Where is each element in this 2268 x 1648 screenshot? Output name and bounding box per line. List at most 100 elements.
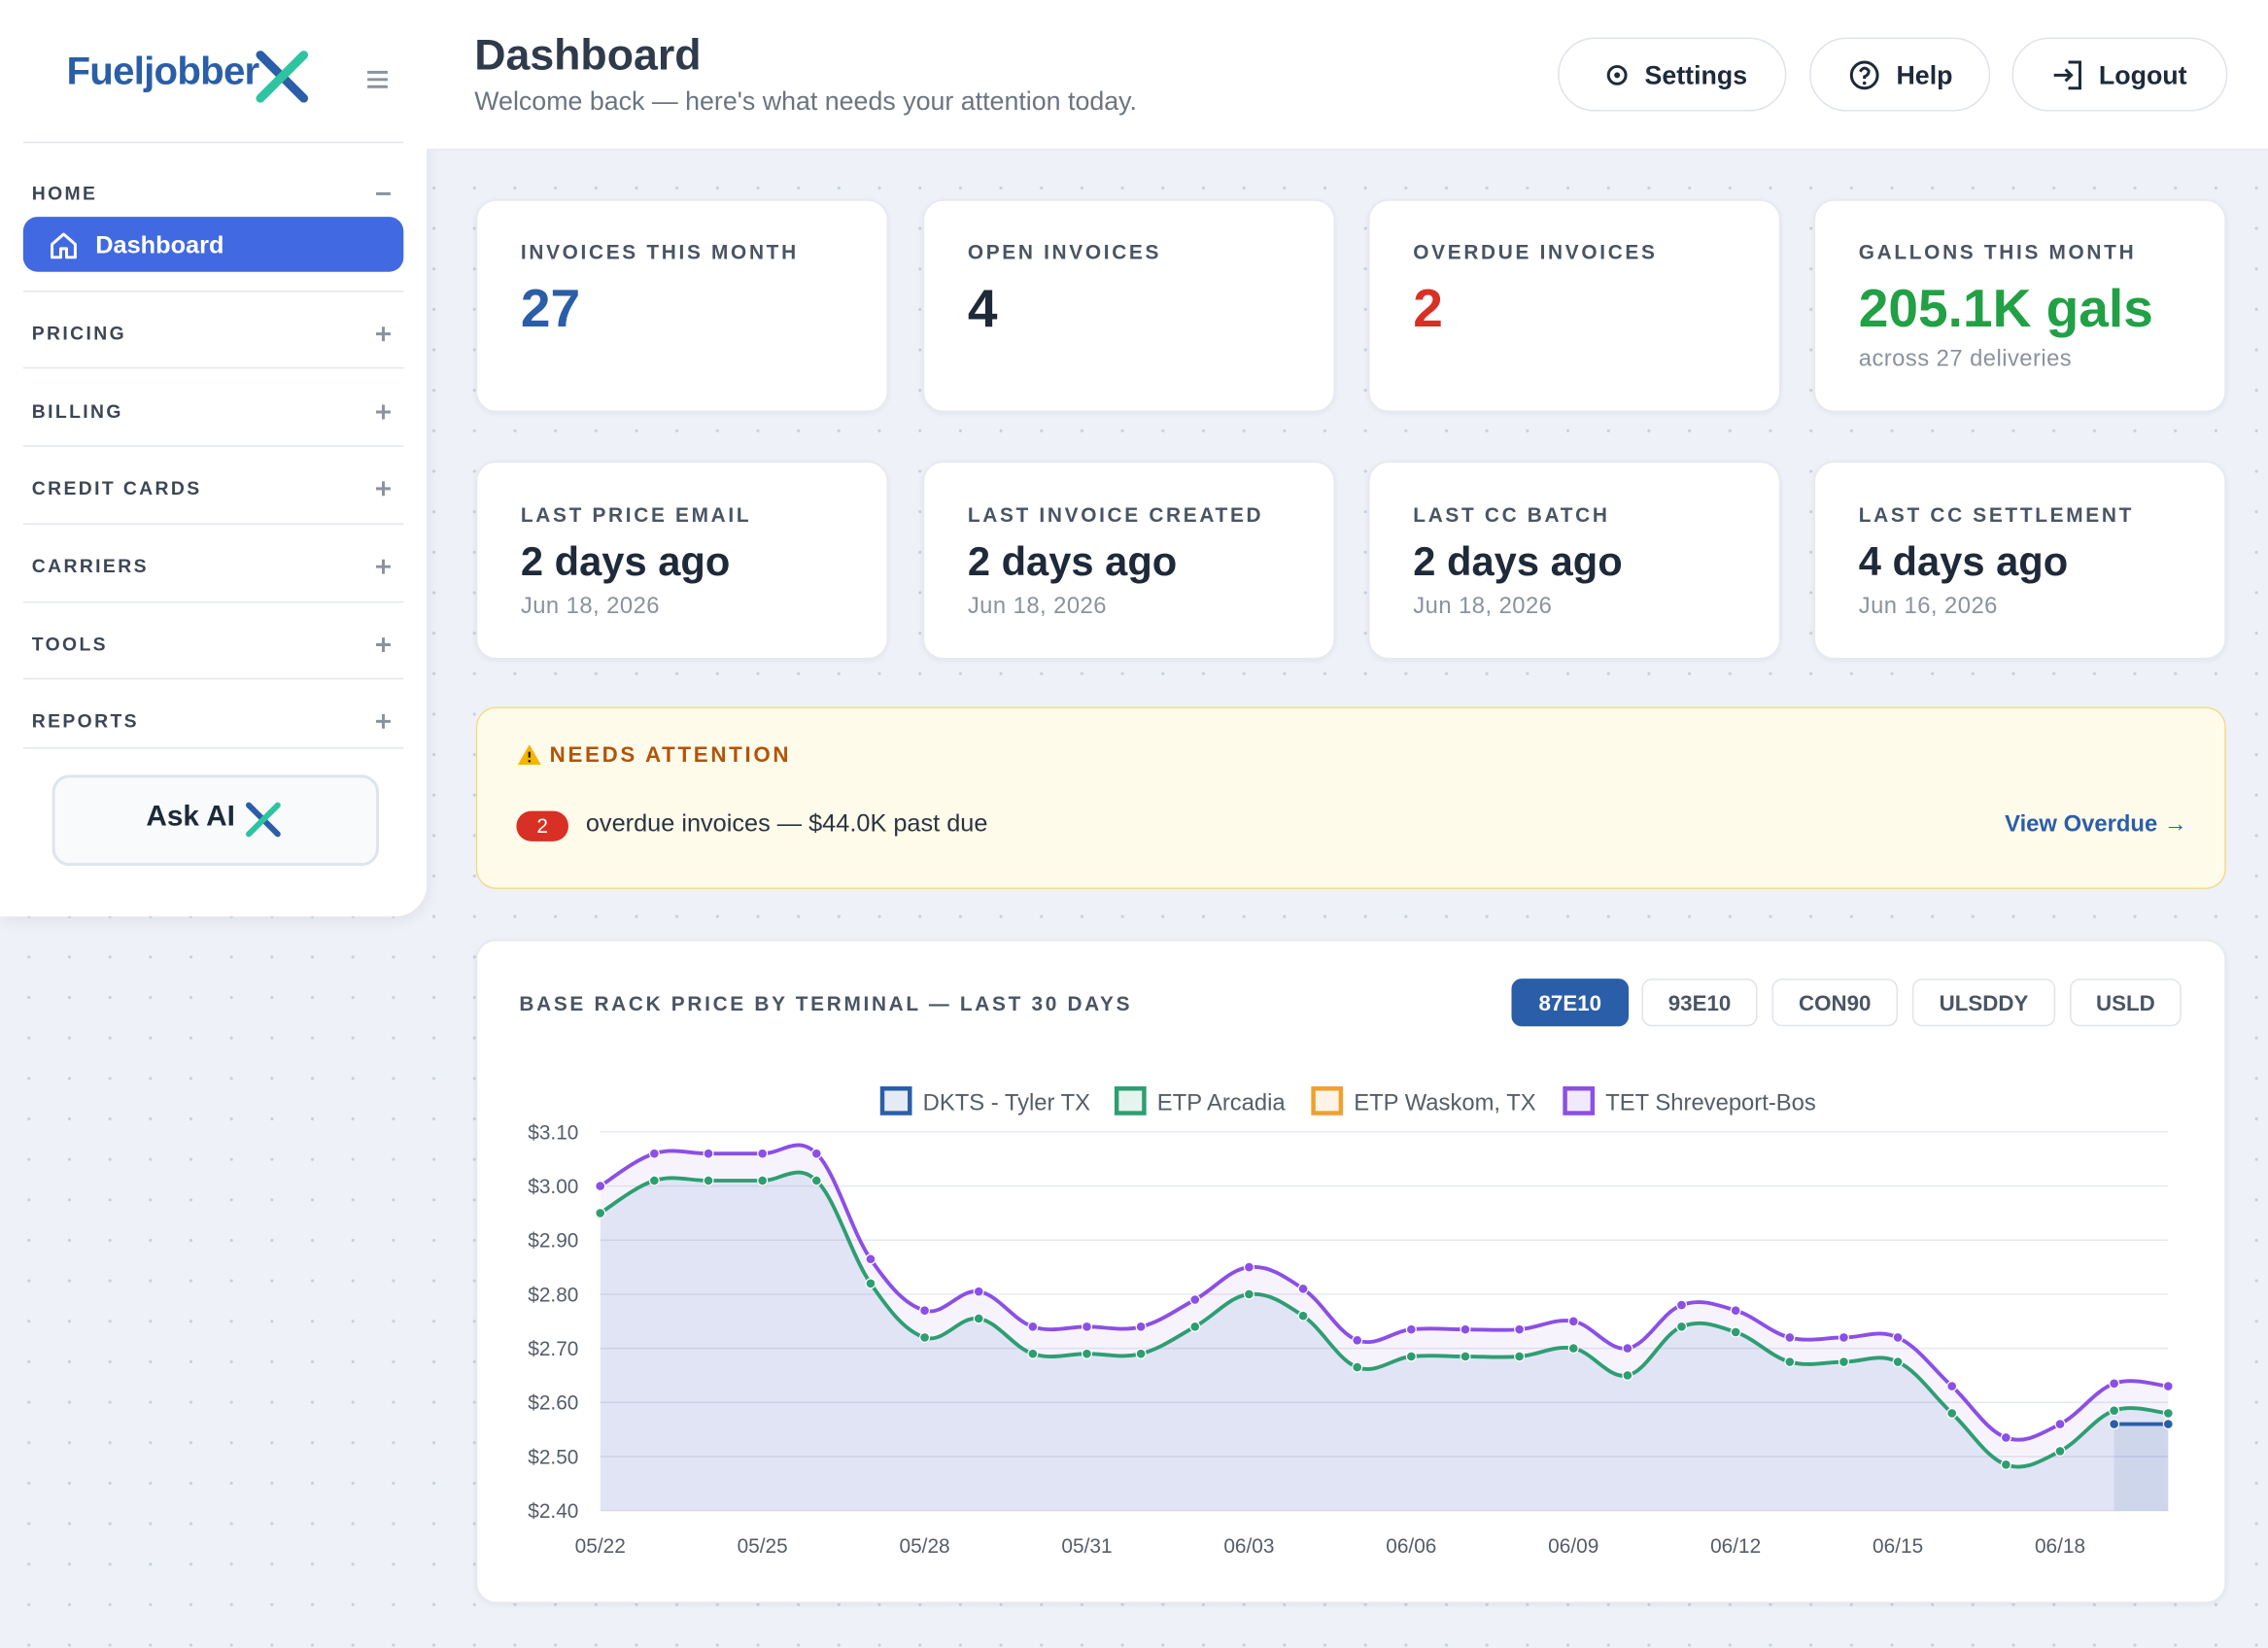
- view-overdue-link[interactable]: View Overdue →: [2005, 812, 2187, 838]
- nav-section[interactable]: REPORTS: [31, 709, 139, 732]
- expand-icon[interactable]: [375, 326, 393, 343]
- settings-button[interactable]: Settings: [1558, 37, 1787, 112]
- fuel-tab[interactable]: USLD: [2070, 978, 2182, 1027]
- status-label: LAST CC BATCH: [1413, 502, 1610, 527]
- data-point: [1352, 1361, 1363, 1373]
- series-area: [600, 1172, 2169, 1511]
- data-point: [1567, 1316, 1579, 1327]
- data-point: [595, 1181, 606, 1192]
- data-point: [2109, 1419, 2120, 1430]
- help-button[interactable]: Help: [1809, 37, 1991, 112]
- y-tick-label: $2.80: [528, 1284, 578, 1306]
- nav-section[interactable]: BILLING: [31, 400, 123, 423]
- divider: [22, 747, 404, 749]
- logo[interactable]: Fueljobber: [66, 49, 259, 93]
- nav-section[interactable]: HOME: [31, 182, 98, 204]
- data-point: [1189, 1321, 1201, 1332]
- status-value: 4 days ago: [1858, 538, 2069, 585]
- stat-sub: across 27 deliveries: [1858, 347, 2073, 372]
- data-point: [1405, 1323, 1417, 1335]
- settings-icon: [1606, 64, 1628, 86]
- data-point: [1405, 1351, 1417, 1362]
- nav-section[interactable]: PRICING: [31, 322, 127, 345]
- data-point: [1838, 1356, 1849, 1368]
- home-icon: [51, 232, 77, 259]
- data-point: [1946, 1407, 1958, 1419]
- data-point: [1189, 1293, 1201, 1306]
- x-tick-label: 05/28: [900, 1535, 950, 1558]
- nav-section[interactable]: CREDIT CARDS: [31, 476, 202, 499]
- data-point: [1784, 1356, 1796, 1368]
- data-point: [1297, 1310, 1309, 1322]
- data-point: [919, 1331, 931, 1343]
- data-point: [1622, 1369, 1633, 1381]
- ask-ai-button[interactable]: Ask AI: [52, 774, 379, 867]
- x-tick-label: 06/09: [1548, 1535, 1598, 1558]
- y-tick-label: $2.50: [528, 1446, 578, 1468]
- data-point: [1676, 1321, 1688, 1332]
- data-point: [757, 1148, 769, 1159]
- expand-icon[interactable]: [375, 558, 393, 575]
- nav-section[interactable]: CARRIERS: [31, 555, 149, 577]
- fuel-tab[interactable]: 93E10: [1641, 978, 1758, 1027]
- expand-icon[interactable]: [375, 712, 393, 730]
- data-point: [2109, 1405, 2120, 1417]
- legend-swatch: [1311, 1086, 1344, 1116]
- legend-swatch: [1563, 1086, 1596, 1116]
- status-label: LAST INVOICE CREATED: [967, 502, 1264, 527]
- data-point: [1135, 1321, 1147, 1332]
- stat-label: OPEN INVOICES: [967, 239, 1162, 263]
- divider: [22, 601, 404, 603]
- data-point: [1243, 1288, 1254, 1300]
- status-date: Jun 18, 2026: [1413, 594, 1553, 619]
- data-point: [703, 1175, 714, 1186]
- stat-card: OVERDUE INVOICES 2: [1368, 199, 1781, 413]
- status-label: LAST CC SETTLEMENT: [1858, 502, 2135, 527]
- collapse-icon[interactable]: [375, 185, 393, 202]
- x-tick-label: 06/15: [1873, 1535, 1923, 1558]
- divider: [22, 523, 404, 526]
- data-point: [1243, 1261, 1254, 1273]
- divider: [22, 291, 404, 292]
- data-point: [1838, 1331, 1849, 1343]
- expand-icon[interactable]: [375, 403, 393, 421]
- data-point: [1027, 1348, 1039, 1359]
- status-card: LAST INVOICE CREATED 2 days ago Jun 18, 20…: [922, 461, 1335, 660]
- button-label: Logout: [2098, 60, 2187, 90]
- fuel-tab[interactable]: CON90: [1771, 978, 1898, 1027]
- data-point: [2162, 1419, 2174, 1430]
- data-point: [1352, 1334, 1363, 1346]
- nav-dashboard[interactable]: Dashboard: [22, 217, 404, 272]
- expand-icon[interactable]: [375, 480, 393, 498]
- data-point: [2000, 1459, 2011, 1470]
- fuel-tab[interactable]: 87E10: [1511, 978, 1630, 1027]
- menu-icon[interactable]: [366, 69, 390, 89]
- nav-section[interactable]: TOOLS: [31, 633, 108, 655]
- attention-title: NEEDS ATTENTION: [549, 742, 792, 768]
- chart-title: BASE RACK PRICE BY TERMINAL — LAST 30 DA…: [519, 993, 1132, 1015]
- y-tick-label: $3.00: [528, 1176, 578, 1198]
- stat-card: OPEN INVOICES 4: [922, 199, 1335, 413]
- y-tick-label: $2.70: [528, 1338, 578, 1360]
- data-point: [2162, 1407, 2174, 1419]
- logout-button[interactable]: Logout: [2011, 37, 2228, 112]
- x-tick-label: 05/25: [738, 1535, 788, 1558]
- data-point: [2000, 1431, 2011, 1443]
- logo-x: [256, 51, 309, 103]
- legend-label: TET Shreveport-Bos: [1605, 1090, 1816, 1116]
- data-point: [1567, 1343, 1579, 1355]
- data-point: [2109, 1378, 2120, 1390]
- attention-text: overdue invoices — $44.0K past due: [585, 809, 988, 838]
- status-value: 2 days ago: [520, 538, 731, 585]
- data-point: [1730, 1326, 1741, 1338]
- x-tick-label: 06/03: [1223, 1535, 1274, 1558]
- ai-icon: [246, 802, 281, 838]
- attention-panel: NEEDS ATTENTION 2 overdue invoices — $44…: [475, 706, 2226, 889]
- nav-item-label: Dashboard: [95, 231, 224, 259]
- expand-icon[interactable]: [375, 636, 393, 654]
- stat-label: INVOICES THIS MONTH: [520, 239, 799, 263]
- status-value: 2 days ago: [967, 538, 1178, 585]
- fuel-tab[interactable]: ULSDDY: [1911, 978, 2056, 1027]
- series-area: [600, 1145, 2169, 1511]
